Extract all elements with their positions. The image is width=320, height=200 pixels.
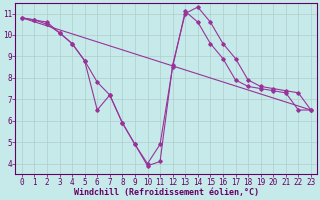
X-axis label: Windchill (Refroidissement éolien,°C): Windchill (Refroidissement éolien,°C) bbox=[74, 188, 259, 197]
